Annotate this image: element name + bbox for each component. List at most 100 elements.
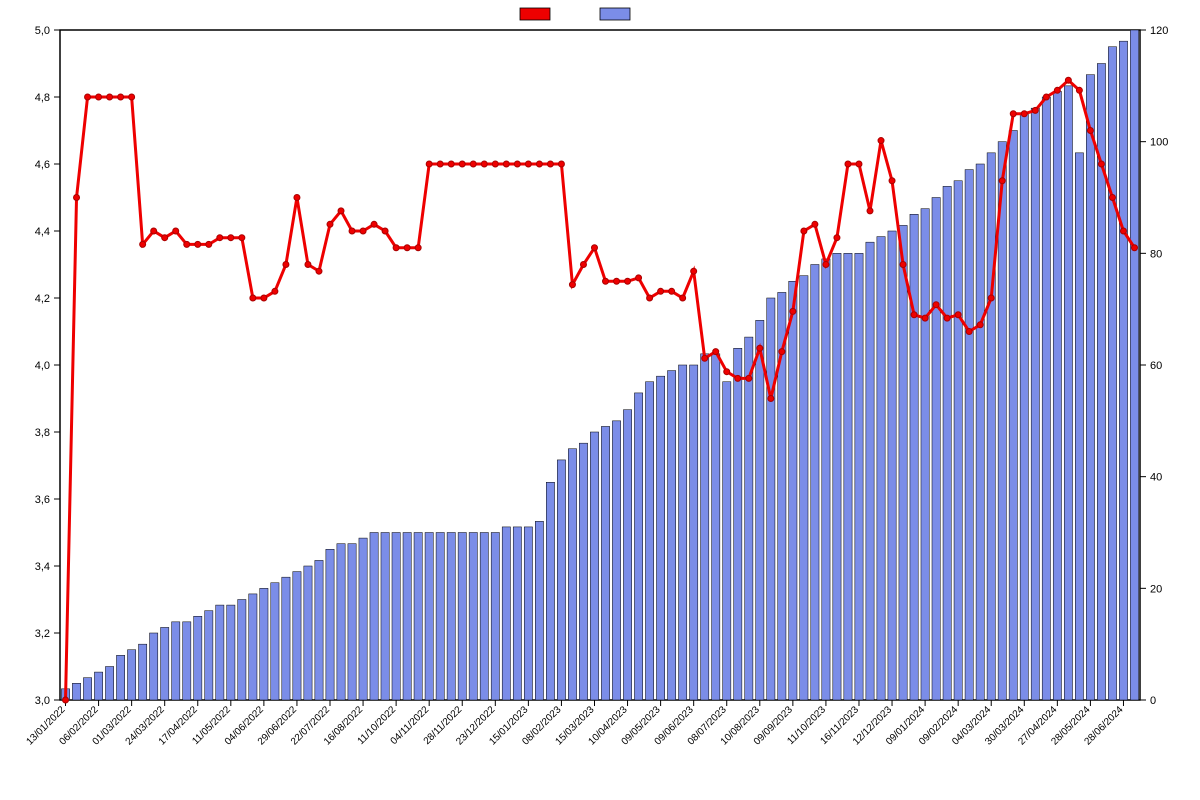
bar <box>403 533 411 701</box>
line-marker <box>129 94 135 100</box>
line-marker <box>426 161 432 167</box>
bar <box>833 253 841 700</box>
line-marker <box>889 178 895 184</box>
bar <box>172 622 180 700</box>
line-marker <box>955 312 961 318</box>
line-marker <box>459 161 465 167</box>
line-marker <box>1109 195 1115 201</box>
line-marker <box>195 241 201 247</box>
bar <box>811 265 819 701</box>
bar <box>480 533 488 701</box>
line-marker <box>371 221 377 227</box>
chart-svg: 3,03,23,43,63,84,04,24,44,64,85,00204060… <box>0 0 1200 800</box>
bar <box>139 644 147 700</box>
bar <box>800 276 808 700</box>
line-marker <box>503 161 509 167</box>
line-marker <box>977 322 983 328</box>
bar <box>194 616 202 700</box>
line-marker <box>911 312 917 318</box>
y-right-tick-label: 80 <box>1150 248 1162 260</box>
y-right-tick-label: 0 <box>1150 695 1156 707</box>
bar <box>623 410 631 700</box>
line-marker <box>85 94 91 100</box>
y-right-tick-label: 120 <box>1150 25 1168 37</box>
bar <box>458 533 466 701</box>
line-marker <box>933 302 939 308</box>
line-marker <box>316 268 322 274</box>
line-marker <box>944 315 950 321</box>
y-right-tick-label: 100 <box>1150 137 1168 149</box>
bar <box>767 298 775 700</box>
bar <box>304 566 312 700</box>
line-marker <box>669 288 675 294</box>
bar <box>1009 131 1017 701</box>
bar <box>690 365 698 700</box>
bar <box>436 533 444 701</box>
line-marker <box>250 295 256 301</box>
line-marker <box>525 161 531 167</box>
line-marker <box>691 268 697 274</box>
bar <box>1108 47 1116 700</box>
line-marker <box>790 308 796 314</box>
line-marker <box>173 228 179 234</box>
bar <box>83 678 91 700</box>
legend-swatch <box>520 8 550 20</box>
line-marker <box>404 245 410 251</box>
y-left-tick-label: 3,6 <box>35 494 50 506</box>
bar <box>491 533 499 701</box>
line-marker <box>580 262 586 268</box>
bar <box>546 482 554 700</box>
bar <box>359 538 367 700</box>
bar <box>205 611 213 700</box>
line-marker <box>338 208 344 214</box>
bar <box>348 544 356 700</box>
bar <box>469 533 477 701</box>
bar <box>756 320 764 700</box>
line-marker <box>536 161 542 167</box>
bar <box>392 533 400 701</box>
bar <box>150 633 158 700</box>
line-marker <box>856 161 862 167</box>
line-marker <box>834 235 840 241</box>
line-marker <box>393 245 399 251</box>
bar <box>1119 41 1127 700</box>
bar <box>116 655 124 700</box>
y-left-tick-label: 3,2 <box>35 628 50 640</box>
y-right-tick-label: 20 <box>1150 583 1162 595</box>
line-marker <box>779 349 785 355</box>
line-marker <box>1098 161 1104 167</box>
bar <box>888 231 896 700</box>
bar <box>965 170 973 700</box>
line-marker <box>922 315 928 321</box>
bar <box>822 259 830 700</box>
bar <box>745 337 753 700</box>
line-marker <box>74 195 80 201</box>
line-marker <box>1043 94 1049 100</box>
bar <box>701 354 709 700</box>
y-right-tick-label: 40 <box>1150 472 1162 484</box>
bar <box>712 354 720 700</box>
bar <box>877 237 885 700</box>
bar <box>668 371 676 700</box>
bar <box>326 549 334 700</box>
line-marker <box>360 228 366 234</box>
y-left-tick-label: 3,0 <box>35 695 50 707</box>
bar <box>1130 30 1138 700</box>
line-marker <box>118 94 124 100</box>
line-marker <box>151 228 157 234</box>
bar <box>645 382 653 700</box>
line-marker <box>867 208 873 214</box>
line-marker <box>327 221 333 227</box>
line-marker <box>735 375 741 381</box>
line-marker <box>812 221 818 227</box>
bar <box>425 533 433 701</box>
line-marker <box>162 235 168 241</box>
bar <box>855 253 863 700</box>
line-marker <box>140 241 146 247</box>
line-marker <box>625 278 631 284</box>
bar <box>601 426 609 700</box>
bar <box>337 544 345 700</box>
line-marker <box>184 241 190 247</box>
line-marker <box>647 295 653 301</box>
bar <box>1064 86 1072 700</box>
